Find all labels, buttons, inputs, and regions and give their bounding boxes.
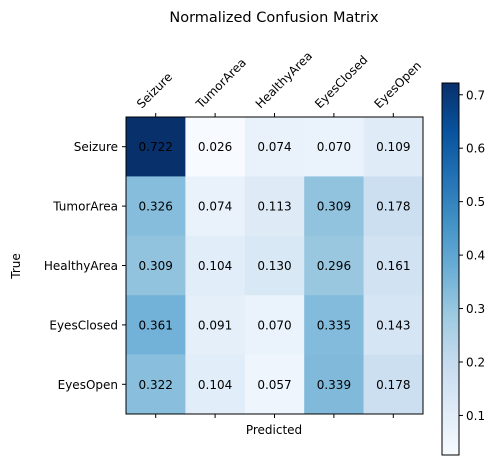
heatmap-cell [304,354,364,415]
cell-value-label: 0.178 [376,378,410,392]
cell-value-label: 0.309 [317,200,351,214]
heatmap-cell [363,295,424,355]
heatmap-cell [126,235,186,296]
heatmap-cell [185,117,246,177]
cell-value-label: 0.026 [198,140,232,154]
cell-value-label: 0.091 [198,318,232,332]
cell-value-label: 0.104 [198,259,232,273]
colorbar-ticks: 0.1 0.2 0.3 0.4 0.5 0.6 0.7 [459,88,485,423]
cell-value-label: 0.070 [257,318,291,332]
heatmap-cell [185,235,246,296]
x-tick-label: EyesOpen [372,59,425,112]
heatmap-cell [126,295,186,355]
cell-value-label: 0.074 [257,140,291,154]
heatmap-cell [126,117,186,177]
y-tick-label: TumorArea [52,200,118,214]
cell-value-label: 0.161 [376,259,410,273]
heatmap-cell [363,235,424,296]
heatmap-cell [304,295,364,355]
colorbar-tick-label: 0.7 [466,88,485,102]
chart-title: Normalized Confusion Matrix [169,10,379,26]
cell-value-label: 0.361 [139,318,173,332]
heatmap-cell [304,117,364,177]
heatmap-cell [126,354,186,415]
heatmap-cell [304,176,364,237]
y-tick-label: Seizure [74,140,118,154]
heatmap-cell [363,354,424,415]
cell-value-label: 0.113 [257,200,291,214]
y-tick-label: EyesClosed [49,318,118,332]
x-tick-label: Seizure [134,70,175,111]
heatmap-cell [244,235,305,296]
heatmap-cell [363,117,424,177]
x-tick-label: TumorArea [193,55,249,111]
colorbar [441,82,460,456]
colorbar-tick-label: 0.5 [466,195,485,209]
cell-value-label: 0.070 [317,140,351,154]
x-axis-label: Predicted [246,423,302,437]
colorbar-tick-label: 0.4 [466,249,485,263]
cell-value-label: 0.309 [139,259,173,273]
cell-value-label: 0.143 [376,318,410,332]
colorbar-tick-label: 0.3 [466,302,485,316]
heatmap-cells: 0.722 0.026 0.074 0.070 0.109 0.326 0.074 0.113… [126,117,424,415]
heatmap-cell [304,235,364,296]
heatmap-cell [185,295,246,355]
heatmap-cell [185,354,246,415]
y-axis: Seizure TumorArea HealthyArea EyesClosed Eye… [44,140,126,392]
heatmap-cell [185,176,246,237]
heatmap-cell [244,295,305,355]
colorbar-tick-label: 0.2 [466,356,485,370]
y-tick-label: HealthyArea [44,259,118,273]
heatmap-cell [126,176,186,237]
heatmap-cell [244,176,305,237]
x-tick-label: HealthyArea [253,49,315,111]
colorbar-tick-label: 0.1 [466,409,485,423]
cell-value-label: 0.326 [139,200,173,214]
cell-value-label: 0.109 [376,140,410,154]
cell-value-label: 0.722 [139,140,173,154]
cell-value-label: 0.104 [198,378,232,392]
cell-value-label: 0.335 [317,318,351,332]
heatmap-cell [244,354,305,415]
heatmap-cell [244,117,305,177]
cell-value-label: 0.296 [317,259,351,273]
cell-value-label: 0.057 [257,378,291,392]
y-axis-label: True [9,253,23,280]
cell-value-label: 0.322 [139,378,173,392]
y-tick-label: EyesOpen [58,378,118,392]
x-tick-label: EyesClosed [312,53,370,111]
heatmap-cell [363,176,424,237]
cell-value-label: 0.178 [376,200,410,214]
cell-value-label: 0.339 [317,378,351,392]
colorbar-tick-label: 0.6 [466,142,485,156]
cell-value-label: 0.074 [198,200,232,214]
cell-value-label: 0.130 [257,259,291,273]
